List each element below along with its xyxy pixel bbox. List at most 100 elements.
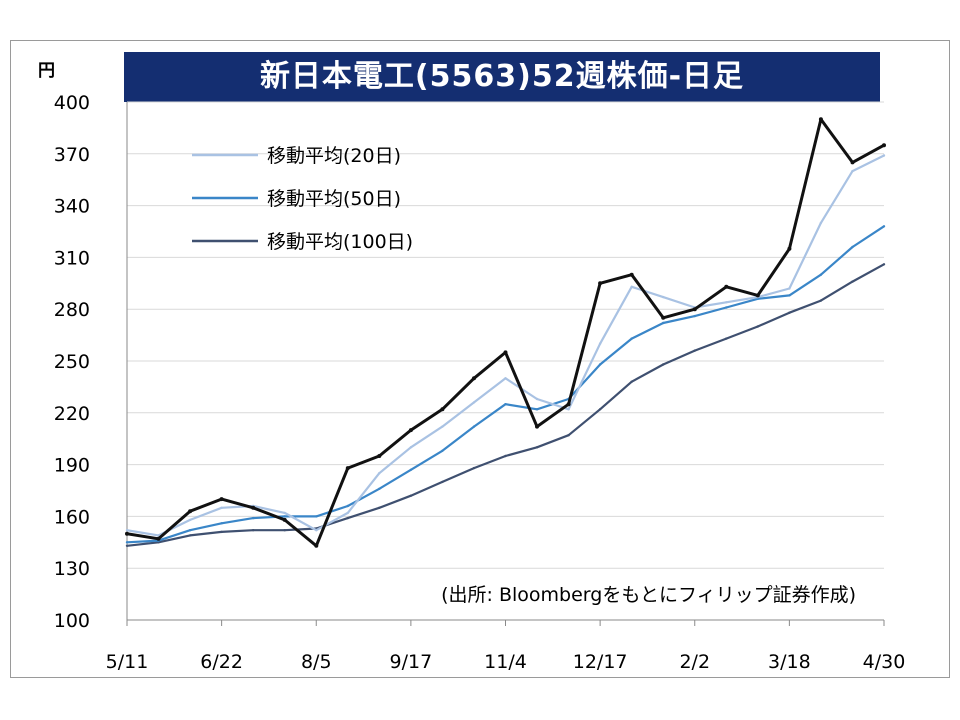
data-point	[535, 424, 539, 429]
data-point	[409, 494, 413, 497]
price-line	[126, 117, 885, 548]
x-tick-label: 3/18	[768, 651, 811, 673]
data-point	[441, 425, 444, 428]
y-tick-label: 160	[54, 506, 90, 528]
data-point	[662, 295, 665, 299]
y-tick-label: 340	[54, 196, 90, 218]
data-point	[504, 377, 507, 380]
data-point	[567, 434, 570, 437]
x-tick-label: 4/30	[863, 651, 906, 673]
data-point	[819, 299, 823, 302]
data-point	[693, 314, 696, 318]
data-point	[630, 337, 633, 340]
data-point	[724, 284, 729, 289]
y-tick-label: 190	[54, 455, 90, 477]
data-point	[787, 246, 792, 251]
x-tick-label: 8/5	[301, 651, 332, 673]
data-point	[598, 363, 602, 366]
data-point	[472, 425, 476, 428]
data-point	[662, 363, 665, 366]
data-point	[788, 287, 791, 290]
data-point	[378, 472, 381, 475]
data-point	[346, 504, 349, 508]
data-point	[472, 466, 476, 470]
data-point	[125, 531, 129, 536]
data-point	[819, 273, 823, 276]
x-tick-label: 12/17	[573, 651, 628, 673]
y-tick-label: 130	[54, 558, 90, 580]
data-point	[378, 487, 381, 490]
data-point	[851, 169, 854, 173]
data-point	[472, 376, 476, 381]
x-tick-label: 11/4	[484, 651, 527, 673]
data-point	[188, 534, 192, 537]
data-point	[818, 117, 823, 122]
data-point	[188, 529, 192, 532]
data-point	[566, 402, 571, 407]
x-tick-label: 2/2	[679, 651, 710, 673]
data-point	[882, 263, 886, 266]
data-point	[472, 401, 476, 404]
data-point	[188, 518, 192, 522]
data-point	[850, 160, 855, 165]
chart-frame	[10, 40, 950, 678]
x-tick-label: 9/17	[390, 651, 433, 673]
y-tick-label: 400	[54, 92, 90, 114]
data-point	[157, 534, 160, 537]
data-point	[409, 446, 413, 449]
chart-title: 新日本電工(5563)52週株価-日足	[124, 52, 880, 102]
data-point	[346, 516, 349, 520]
data-point	[251, 505, 256, 510]
data-point	[851, 280, 854, 283]
data-point	[882, 225, 886, 228]
data-point	[503, 350, 508, 355]
data-point	[220, 530, 223, 534]
data-point	[315, 515, 318, 518]
y-tick-labels: 100 130 160 190 220 250 280 310 340 370 400	[54, 92, 90, 632]
moving-average-line	[126, 154, 885, 537]
data-point	[535, 446, 539, 449]
y-tick-label: 310	[54, 247, 90, 269]
data-point	[441, 449, 444, 452]
data-point	[252, 516, 255, 520]
x-tick-label: 6/22	[200, 651, 243, 673]
data-point	[882, 154, 886, 157]
data-point	[283, 515, 286, 518]
data-point	[882, 143, 886, 148]
y-tick-label: 220	[54, 403, 90, 425]
data-point	[819, 221, 823, 225]
legend-label: 移動平均(100日)	[267, 231, 413, 253]
data-point	[788, 311, 791, 314]
series-lines	[125, 117, 886, 548]
data-point	[661, 315, 666, 320]
data-point	[125, 541, 129, 544]
data-point	[315, 529, 318, 532]
grid-lines	[127, 101, 884, 569]
data-point	[378, 506, 381, 509]
data-point	[598, 408, 602, 411]
x-tick-label: 5/11	[106, 651, 149, 673]
data-point	[504, 403, 507, 406]
legend-label: 移動平均(20日)	[267, 145, 401, 167]
data-point	[441, 480, 444, 484]
data-point	[156, 536, 161, 541]
data-point	[440, 407, 445, 412]
data-point	[692, 307, 697, 312]
data-point	[346, 511, 349, 515]
x-tick-labels: 5/11 6/22 8/5 9/17 11/4 12/17 2/2 3/18 4/30	[106, 620, 906, 673]
data-point	[188, 509, 193, 514]
data-point	[345, 466, 350, 471]
moving-average-line	[126, 225, 885, 544]
legend-label: 移動平均(50日)	[267, 188, 401, 210]
data-point	[756, 325, 759, 328]
data-point	[504, 454, 507, 458]
y-tick-label: 250	[54, 351, 90, 373]
data-point	[630, 285, 633, 288]
data-point	[377, 454, 382, 458]
data-point	[598, 281, 603, 286]
data-point	[725, 337, 728, 340]
data-point	[409, 468, 413, 471]
data-point	[219, 497, 224, 502]
y-tick-label: 100	[54, 610, 90, 632]
